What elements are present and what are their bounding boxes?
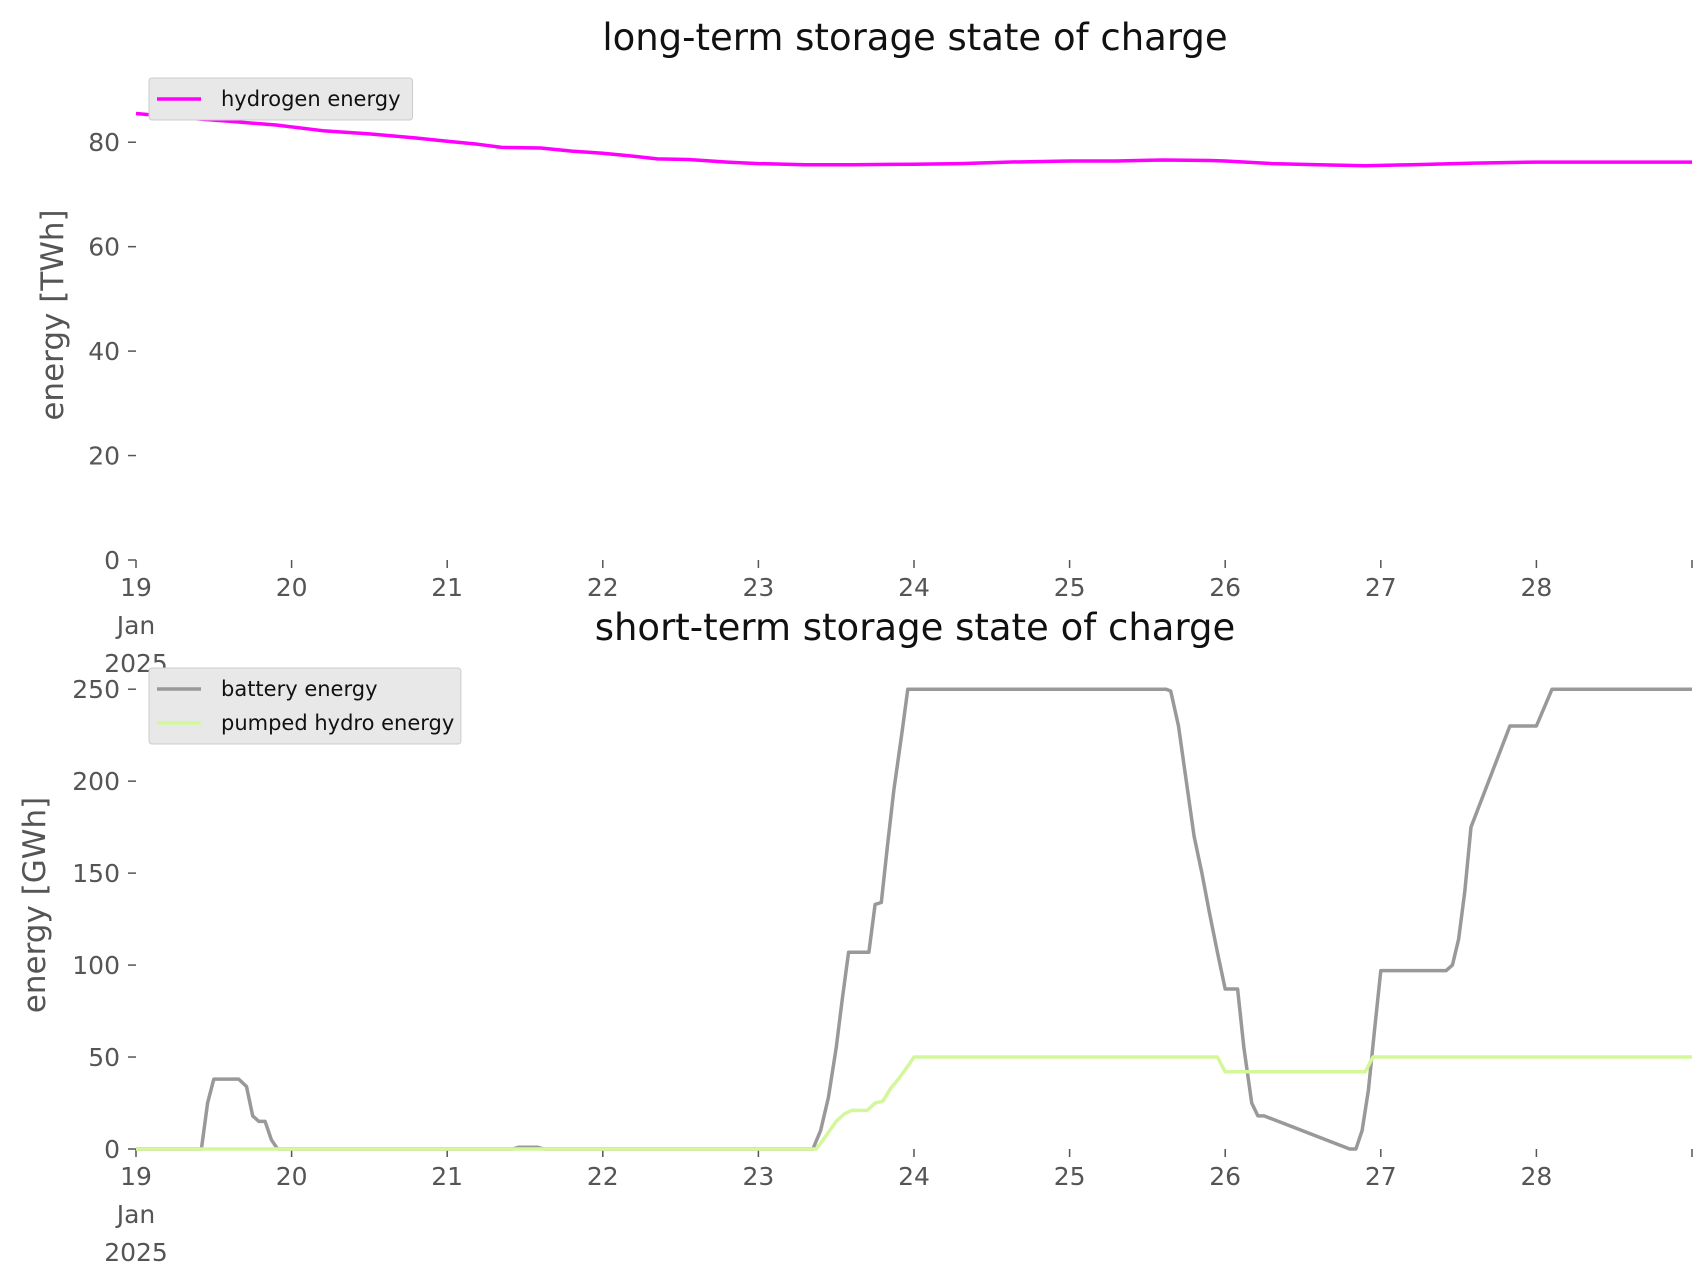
y-tick-label: 50: [88, 1043, 120, 1072]
series-line-hydrogen-energy: [135, 111, 1692, 168]
y-tick-label: 80: [88, 128, 120, 157]
legend-box: [148, 77, 413, 121]
x-tick-label: 28: [1520, 573, 1552, 602]
long-term-storage-chart: long-term storage state of charge energy…: [35, 16, 1693, 678]
series-line-battery-energy: [136, 687, 1692, 1151]
y-tick-label: 0: [104, 1135, 120, 1164]
legend: hydrogen energy: [148, 77, 413, 121]
x-tick-label: 19: [120, 573, 152, 602]
legend: battery energy pumped hydro energy: [148, 667, 462, 745]
series-lines: [135, 111, 1692, 168]
x-tick-label: 2025: [104, 1238, 168, 1267]
y-tick-label: 60: [88, 233, 120, 262]
x-tick-label: 27: [1365, 1162, 1397, 1191]
y-tick-label: 200: [72, 767, 120, 796]
y-tick-label: 100: [72, 951, 120, 980]
y-tick-label: 150: [72, 859, 120, 888]
legend-label: hydrogen energy: [221, 87, 401, 111]
x-tick-label: 23: [742, 1162, 774, 1191]
x-tick-label: Jan: [115, 611, 156, 640]
chart-title: short-term storage state of charge: [595, 606, 1236, 649]
series-lines: [136, 687, 1692, 1151]
legend-label: pumped hydro energy: [221, 711, 454, 735]
x-tick-label: 21: [431, 1162, 463, 1191]
x-tick-label: 20: [276, 573, 308, 602]
y-axis-label: energy [GWh]: [17, 797, 53, 1013]
series-line-pumped-hydro-energy: [136, 1055, 1692, 1151]
legend-box: [148, 667, 462, 745]
x-tick-label: 25: [1054, 573, 1086, 602]
x-tick-label: Jan: [115, 1200, 156, 1229]
y-axis-label: energy [TWh]: [35, 209, 71, 420]
x-tick-label: 28: [1520, 1162, 1552, 1191]
x-tick-label: 24: [898, 1162, 930, 1191]
x-tick-label: 24: [898, 573, 930, 602]
x-tick-label: 20: [276, 1162, 308, 1191]
axis-ticks: 0 50 100 150 200 250 19 Jan 2025 20 21 22 23 24 25 26 27…: [72, 675, 1693, 1267]
x-tick-label: 19: [120, 1162, 152, 1191]
short-term-storage-chart: short-term storage state of charge energ…: [17, 606, 1693, 1267]
x-tick-label: 26: [1209, 1162, 1241, 1191]
x-tick-label: 22: [587, 1162, 619, 1191]
chart-title: long-term storage state of charge: [602, 16, 1227, 59]
y-tick-label: 250: [72, 675, 120, 704]
legend-label: battery energy: [221, 677, 378, 701]
y-tick-label: 20: [88, 442, 120, 471]
x-tick-label: 26: [1209, 573, 1241, 602]
x-tick-label: 23: [742, 573, 774, 602]
x-tick-label: 21: [431, 573, 463, 602]
x-tick-label: 22: [587, 573, 619, 602]
y-tick-label: 40: [88, 337, 120, 366]
y-tick-label: 0: [104, 546, 120, 575]
x-tick-label: 27: [1365, 573, 1397, 602]
x-tick-label: 25: [1054, 1162, 1086, 1191]
